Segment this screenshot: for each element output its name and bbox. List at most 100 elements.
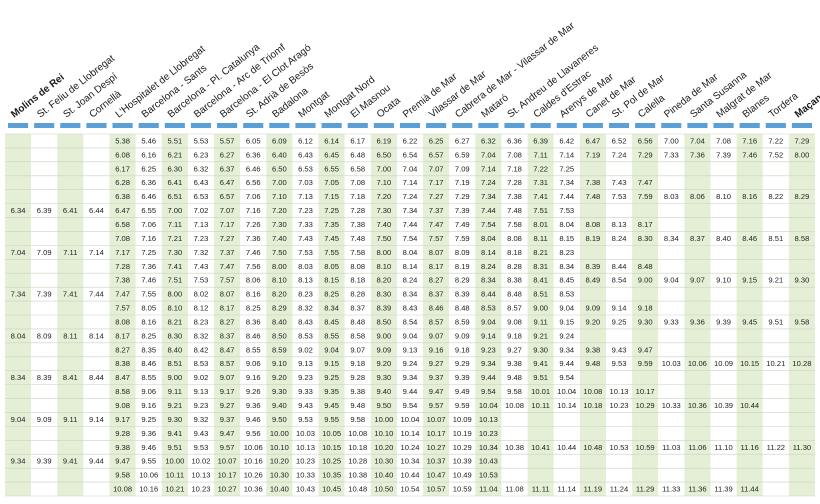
time-cell: 6.57 (220, 192, 235, 201)
route-bar-segment (190, 123, 212, 128)
time-cell: 10.30 (374, 457, 393, 466)
time-cell: 7.30 (376, 206, 391, 215)
time-cell: 8.17 (638, 220, 653, 229)
route-bar-segment (86, 123, 107, 128)
time-cell: 9.38 (350, 387, 365, 396)
time-cell: 6.58 (350, 164, 365, 173)
time-cell: 9.26 (246, 387, 261, 396)
time-cell: 8.27 (429, 276, 444, 285)
time-cell: 9.33 (298, 387, 313, 396)
time-cell: 11.08 (505, 485, 523, 494)
time-cell: 7.46 (742, 150, 757, 159)
time-cell: 10.37 (427, 457, 446, 466)
time-cell: 8.24 (481, 262, 496, 271)
time-cell: 7.02 (194, 206, 209, 215)
time-cell: 9.30 (376, 373, 391, 382)
time-cell: 11.39 (714, 485, 732, 494)
time-cell: 7.15 (324, 192, 339, 201)
time-cell: 8.09 (37, 331, 52, 340)
time-cell: 8.25 (324, 290, 339, 299)
time-cell: 8.10 (716, 192, 731, 201)
time-cell: 7.41 (167, 262, 182, 271)
time-cell: 9.11 (63, 415, 77, 424)
time-cell: 8.05 (141, 304, 156, 313)
time-cell: 9.47 (638, 345, 653, 354)
time-cell: 9.38 (115, 443, 130, 452)
time-cell: 7.39 (716, 150, 731, 159)
time-cell: 8.11 (534, 234, 548, 243)
time-cell: 7.16 (246, 206, 261, 215)
time-cell: 7.17 (429, 178, 444, 187)
time-cell: 8.53 (559, 290, 574, 299)
time-cell: 7.48 (586, 192, 601, 201)
time-cell: 8.46 (141, 359, 156, 368)
time-cell: 6.16 (141, 150, 156, 159)
time-cell: 6.55 (141, 206, 156, 215)
time-cell: 9.21 (167, 401, 182, 410)
time-cell: 9.30 (533, 345, 548, 354)
time-cell: 10.38 (348, 471, 367, 480)
time-cell: 7.38 (350, 220, 365, 229)
time-cell: 8.55 (141, 373, 156, 382)
time-cell: 6.50 (376, 150, 391, 159)
time-cell: 9.04 (324, 345, 339, 354)
time-cell: 7.44 (403, 220, 418, 229)
time-cell: 7.44 (481, 206, 496, 215)
time-cell: 7.37 (429, 206, 444, 215)
time-cell: 8.45 (559, 276, 574, 285)
time-cell: 9.04 (481, 317, 496, 326)
time-cell: 10.36 (688, 401, 707, 410)
time-cell: 10.19 (453, 429, 472, 438)
time-cell: 8.02 (194, 290, 209, 299)
time-cell: 7.24 (403, 192, 418, 201)
time-cell: 7.47 (429, 220, 444, 229)
time-cell: 7.30 (272, 220, 287, 229)
time-cell: 7.25 (141, 248, 156, 257)
time-cell: 8.30 (376, 290, 391, 299)
time-cell: 9.27 (429, 359, 444, 368)
time-cell: 9.34 (403, 373, 418, 382)
time-cell: 8.18 (350, 276, 365, 285)
time-cell: 8.38 (115, 359, 130, 368)
time-cell: 9.41 (63, 457, 78, 466)
time-cell: 7.18 (507, 164, 522, 173)
time-cell: 7.53 (194, 276, 209, 285)
time-cell: 9.43 (612, 345, 627, 354)
time-cell: 9.33 (664, 317, 679, 326)
time-cell: 6.54 (403, 150, 418, 159)
time-cell: 8.06 (246, 276, 261, 285)
time-cell: 8.23 (559, 248, 574, 257)
time-cell: 7.05 (324, 178, 339, 187)
time-cell: 9.04 (403, 331, 418, 340)
time-cell: 7.39 (455, 206, 470, 215)
time-cell: 7.14 (481, 164, 496, 173)
time-cell: 9.51 (768, 317, 783, 326)
time-cell: 7.56 (246, 262, 261, 271)
time-cell: 9.50 (376, 401, 391, 410)
time-cell: 8.32 (194, 331, 209, 340)
time-cell: 9.41 (167, 429, 182, 438)
time-cell: 8.24 (403, 276, 418, 285)
time-cell: 8.39 (455, 290, 470, 299)
route-bar-segment (452, 123, 473, 128)
time-cell: 9.41 (533, 359, 548, 368)
time-cell: 10.21 (165, 485, 184, 494)
time-cell: 6.56 (638, 136, 653, 145)
route-bar-segment (217, 123, 238, 128)
time-cell: 7.11 (63, 248, 77, 257)
time-cell: 9.25 (612, 317, 627, 326)
time-cell: 10.08 (583, 387, 602, 396)
time-cell: 11.16 (740, 443, 758, 452)
time-cell: 7.48 (350, 234, 365, 243)
time-cell: 8.11 (63, 331, 77, 340)
time-cell: 7.29 (795, 136, 810, 145)
time-cell: 7.51 (533, 206, 548, 215)
time-cell: 8.18 (507, 248, 522, 257)
time-cell: 9.27 (507, 345, 522, 354)
time-cell: 7.47 (638, 178, 653, 187)
time-cell: 7.45 (324, 234, 339, 243)
time-cell: 9.39 (37, 457, 52, 466)
route-bar-segment (635, 123, 656, 128)
time-cell: 10.20 (270, 457, 289, 466)
time-cell: 8.21 (167, 317, 182, 326)
